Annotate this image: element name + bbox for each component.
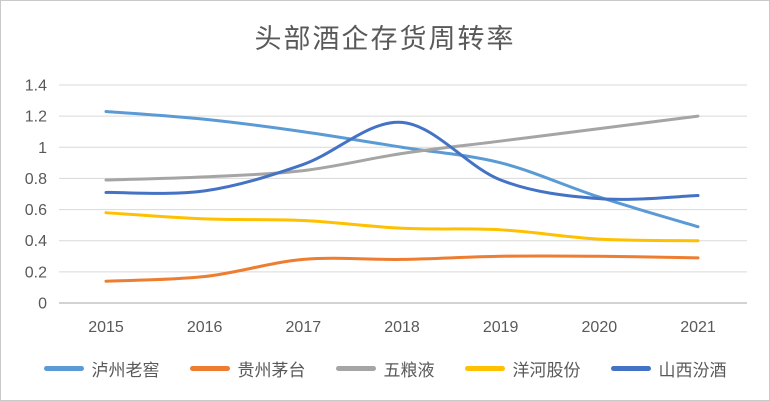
y-axis-tick-label: 0.4 [25, 233, 47, 250]
x-axis-tick-label: 2016 [187, 319, 223, 336]
series-line-2 [104, 254, 700, 283]
y-axis-tick-label: 0.2 [25, 264, 47, 281]
legend-swatch-shanxi-fenjiu [610, 365, 651, 371]
series-line-5 [104, 120, 700, 201]
legend-label: 泸州老窖 [91, 360, 160, 380]
x-axis-tick-label: 2018 [384, 319, 420, 336]
legend-label: 贵州茅台 [237, 360, 306, 380]
y-axis-tick-label: 0.8 [25, 171, 47, 188]
series-line-3 [104, 114, 700, 182]
x-axis-tick-label: 2021 [680, 319, 716, 336]
y-axis-tick-label: 1 [38, 140, 47, 157]
legend-label: 五粮液 [383, 360, 435, 380]
legend-item-guizhou-maotai: 贵州茅台 [189, 356, 306, 381]
x-axis-tick-label: 2015 [88, 319, 124, 336]
x-axis-tick-label: 2019 [483, 319, 519, 336]
legend-swatch-wuliangye [335, 365, 376, 371]
legend-label: 洋河股份 [512, 360, 581, 380]
legend-label: 山西汾酒 [658, 360, 727, 380]
legend-swatch-yanghe [464, 365, 505, 371]
legend-item-shanxi-fenjiu: 山西汾酒 [610, 356, 727, 381]
x-axis-tick-label: 2017 [286, 319, 322, 336]
legend-item-luzhou-laojiao: 泸州老窖 [43, 356, 160, 381]
legend-item-yanghe: 洋河股份 [464, 356, 581, 381]
legend-item-wuliangye: 五粮液 [335, 356, 435, 381]
series-line-4 [104, 211, 700, 243]
y-axis-tick-label: 0.6 [25, 202, 47, 219]
legend: 泸州老窖 贵州茅台 五粮液 洋河股份 山西汾酒 [1, 351, 769, 385]
y-axis-tick-label: 0 [38, 296, 47, 313]
series-line-1 [104, 109, 700, 229]
x-axis-tick-label: 2020 [582, 319, 618, 336]
y-axis-tick-label: 1.2 [25, 109, 47, 126]
y-axis-tick-label: 1.4 [25, 78, 47, 95]
chart-title: 头部酒企存货周转率 [254, 24, 516, 54]
legend-swatch-guizhou-maotai [189, 365, 230, 371]
legend-swatch-luzhou-laojiao [43, 365, 84, 371]
